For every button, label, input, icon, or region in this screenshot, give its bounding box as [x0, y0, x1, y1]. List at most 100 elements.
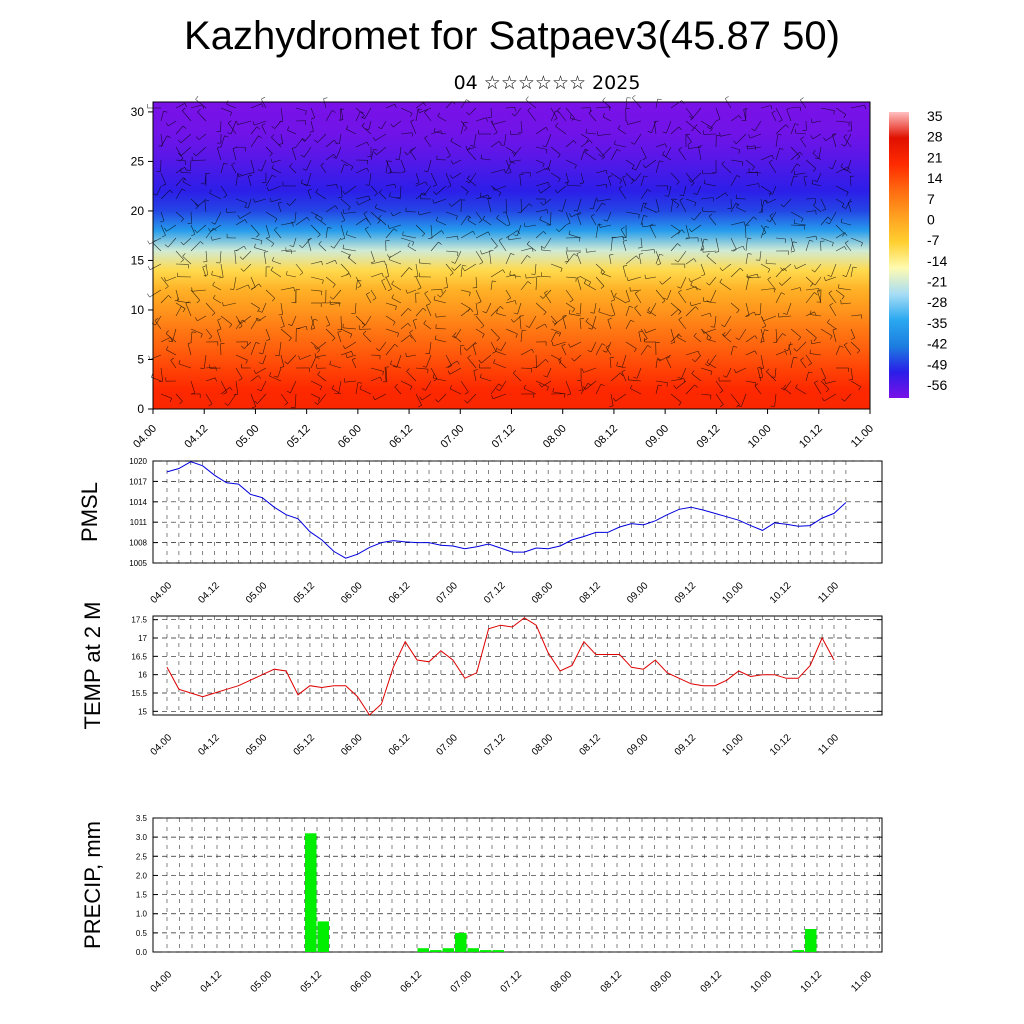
- wind-barb: [280, 315, 285, 327]
- wind-barb-flag: [840, 163, 844, 167]
- wind-barb-flag: [844, 232, 848, 237]
- wind-barb-flag: [606, 184, 608, 189]
- wind-barb-flag: [526, 240, 530, 245]
- wind-barb-flag: [719, 404, 724, 408]
- wind-barb: [692, 107, 702, 119]
- panel3-xtick-label: 07.00: [435, 732, 461, 758]
- wind-barb: [745, 311, 755, 317]
- wind-barb-flag: [598, 153, 602, 158]
- wind-barb-flag: [478, 220, 483, 223]
- wind-barb-flag: [524, 223, 526, 228]
- wind-barb-flag: [180, 241, 184, 246]
- wind-barb-flag: [496, 309, 498, 314]
- wind-barb-flag: [194, 203, 199, 207]
- wind-barb-flag: [852, 266, 857, 269]
- wind-barb: [419, 211, 432, 216]
- wind-barb: [535, 146, 548, 150]
- wind-barb-flag: [616, 149, 621, 152]
- wind-barb-flag: [636, 255, 640, 260]
- wind-barb: [542, 198, 552, 206]
- wind-barb-flag: [758, 183, 760, 188]
- wind-barb: [676, 380, 687, 389]
- wind-barb-flag: [340, 238, 345, 240]
- wind-barb: [579, 318, 582, 330]
- wind-barb: [745, 225, 747, 239]
- panel4-xtick-label: 04.12: [199, 969, 225, 995]
- wind-barb: [415, 367, 429, 370]
- wind-barb-flag: [374, 192, 378, 197]
- wind-barb: [499, 380, 507, 392]
- wind-barb: [436, 220, 447, 226]
- wind-barb-flag: [678, 147, 683, 150]
- wind-barb: [595, 224, 599, 239]
- panel4-xtick-label: 09.12: [699, 969, 725, 995]
- wind-barb-flag: [464, 400, 468, 404]
- wind-barb-flag: [374, 203, 377, 208]
- wind-barb-flag: [664, 143, 667, 148]
- wind-barb: [638, 331, 642, 343]
- wind-barb: [634, 293, 642, 304]
- wind-barb: [235, 146, 246, 148]
- wind-barb: [850, 341, 861, 351]
- wind-barb: [400, 308, 409, 317]
- wind-barb-flag: [824, 379, 826, 384]
- wind-barb-flag: [418, 108, 423, 110]
- wind-barb: [280, 287, 294, 291]
- wind-barb: [685, 350, 699, 356]
- wind-barb: [790, 224, 805, 226]
- wind-barb-flag: [496, 214, 500, 219]
- wind-barb: [694, 354, 702, 362]
- wind-barb: [415, 181, 426, 187]
- wind-barb-flag: [388, 255, 391, 260]
- wind-barb: [160, 111, 164, 122]
- wind-barb-flag: [229, 112, 232, 117]
- wind-barb-flag: [492, 351, 497, 354]
- wind-barb: [385, 183, 395, 187]
- wind-barb: [535, 209, 548, 213]
- wind-barb-flag: [244, 219, 248, 224]
- wind-barb-flag: [510, 253, 515, 256]
- wind-barb-flag: [694, 384, 698, 388]
- wind-barb: [376, 146, 387, 156]
- wind-barb-flag: [447, 370, 451, 375]
- wind-barb-flag: [659, 253, 664, 256]
- wind-barb-flag: [708, 337, 712, 341]
- colorbar-label: 7: [927, 191, 935, 207]
- wind-barb-flag: [228, 120, 232, 124]
- wind-barb: [316, 341, 327, 350]
- heatmap-xtick-label: 05.12: [285, 423, 313, 451]
- wind-barb: [369, 172, 372, 186]
- wind-barb: [827, 322, 837, 330]
- wind-barb: [685, 172, 695, 184]
- wind-barb-flag: [626, 276, 629, 281]
- wind-barb: [550, 263, 563, 269]
- wind-barb: [460, 265, 463, 278]
- wind-barb: [535, 276, 538, 291]
- wind-barb: [250, 159, 255, 173]
- wind-barb-flag: [829, 302, 834, 306]
- wind-barb: [730, 175, 738, 187]
- wind-barb: [628, 379, 642, 382]
- wind-barb: [685, 306, 696, 317]
- heatmap-xtick-label: 11.00: [849, 423, 876, 450]
- wind-barb: [583, 367, 597, 373]
- wind-barb-flag: [360, 111, 365, 114]
- wind-barb-flag: [320, 162, 325, 166]
- wind-barb-flag: [223, 162, 228, 165]
- wind-barb: [640, 175, 645, 187]
- wind-barb-flag: [695, 306, 699, 310]
- wind-barb-flag: [600, 268, 603, 273]
- wind-barb-flag: [486, 117, 488, 122]
- wind-barb-flag: [527, 107, 531, 111]
- wind-barb: [430, 289, 442, 291]
- wind-barb-flag: [612, 397, 616, 402]
- wind-barb-flag: [605, 344, 610, 348]
- wind-barb-flag: [708, 213, 713, 217]
- wind-barb: [847, 159, 852, 171]
- wind-barb-flag: [809, 349, 811, 354]
- wind-barb-flag: [509, 157, 511, 162]
- wind-barb: [577, 198, 582, 212]
- wind-barb-flag: [810, 339, 812, 344]
- wind-barb-flag: [618, 185, 623, 189]
- panel4-xtick-label: 08.12: [599, 969, 625, 995]
